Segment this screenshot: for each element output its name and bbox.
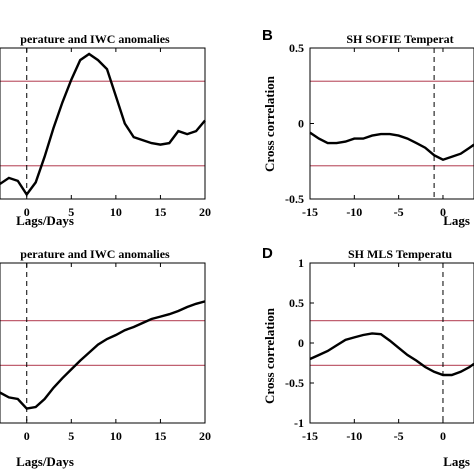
panel-c-x-tick-label: 20 xyxy=(199,429,211,443)
panel-d-ylabel: Cross correlation xyxy=(262,307,277,404)
panel-b-x-tick-label: -15 xyxy=(302,205,318,219)
panel-c: perature and IWC anomalies 0 5 10 15 20 Lags… xyxy=(0,247,211,469)
panel-b-x-tick-label: -5 xyxy=(394,205,404,219)
panel-a-xlabel: Lags/Days xyxy=(16,213,74,228)
panel-a: perature and IWC anomalies 0 5 10 15 20 Lags… xyxy=(0,32,211,228)
panel-a-x-tick-label: 15 xyxy=(154,205,166,219)
panel-d-y-tick-label: -1 xyxy=(294,416,304,430)
panel-d-x-tick-label: 0 xyxy=(440,429,446,443)
panel-d-plot: -15 -10 -5 0 -1 -0.5 0 0.5 1 xyxy=(285,256,474,443)
panel-d-x-tick-label: -10 xyxy=(346,429,362,443)
panel-a-x-tick-label: 0 xyxy=(24,205,30,219)
panel-a-series-line xyxy=(0,52,206,197)
panel-d: D SH MLS Temperatu -15 -10 -5 0-1-0.500.51 … xyxy=(262,245,474,469)
panel-b-y-tick-label: 0.5 xyxy=(289,41,304,55)
panel-d-letter: D xyxy=(262,245,273,262)
panel-d-y-tick-label: 1 xyxy=(298,256,304,270)
panel-d-title: SH MLS Temperatu xyxy=(348,247,452,261)
panel-b-frame xyxy=(309,47,474,200)
panel-d-x-tick-label: -5 xyxy=(394,429,404,443)
panel-d-series-line xyxy=(309,332,474,377)
panel-d-xlabel: Lags xyxy=(443,454,470,469)
panel-c-title: perature and IWC anomalies xyxy=(20,247,170,261)
panel-d-y-tick-label: 0.5 xyxy=(289,296,304,310)
panel-a-title: perature and IWC anomalies xyxy=(20,32,170,46)
panel-d-x-tick-label: -15 xyxy=(302,429,318,443)
panel-a-frame xyxy=(0,47,206,200)
panel-b-xlabel: Lags xyxy=(443,213,470,228)
panel-c-x-tick-label: 10 xyxy=(110,429,122,443)
panel-d-y-tick-label: -0.5 xyxy=(285,376,304,390)
panel-c-plot: 0 5 10 15 20 xyxy=(0,262,211,443)
panel-a-x-tick-label: 10 xyxy=(110,205,122,219)
panel-b-title: SH SOFIE Temperat xyxy=(346,32,453,46)
panel-a-plot: 0 5 10 15 20 xyxy=(0,47,211,219)
panel-c-x-tick-label: 15 xyxy=(154,429,166,443)
panel-a-x-tick-label: 5 xyxy=(68,205,74,219)
panel-b-x-tick-label: 0 xyxy=(440,205,446,219)
panel-c-xlabel: Lags/Days xyxy=(16,454,74,469)
panel-b: B SH SOFIE Temperat -15 -10 -5 0 -0.5 0 0.5 Cr… xyxy=(262,27,474,228)
panel-b-letter: B xyxy=(262,27,273,44)
panel-c-x-tick-label: 0 xyxy=(24,429,30,443)
panel-b-y-tick-label: -0.5 xyxy=(285,192,304,206)
panel-b-plot: -15 -10 -5 0 -0.5 0 0.5 xyxy=(285,41,474,219)
panel-b-series-line xyxy=(309,131,474,161)
panel-c-x-tick-label: 5 xyxy=(68,429,74,443)
panel-c-series-line xyxy=(0,300,206,410)
panel-b-ylabel: Cross correlation xyxy=(262,75,277,172)
panel-d-y-tick-label: 0 xyxy=(298,336,304,350)
panel-b-x-tick-label: -10 xyxy=(346,205,362,219)
panel-a-x-tick-label: 20 xyxy=(199,205,211,219)
panel-c-frame xyxy=(0,262,206,424)
panel-b-y-tick-label: 0 xyxy=(298,117,304,131)
